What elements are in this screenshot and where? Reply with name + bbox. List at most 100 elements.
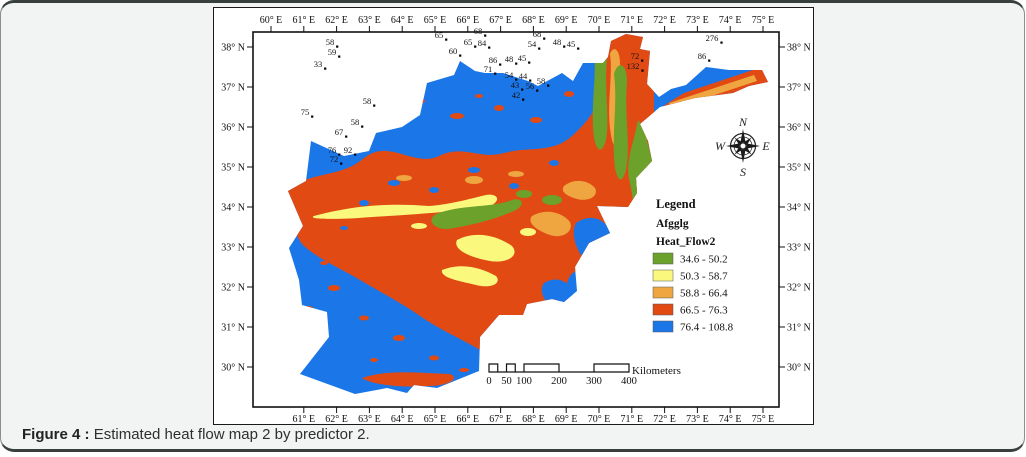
- compass-rose: N E S W: [715, 115, 770, 179]
- lon-label-top: 60° E: [260, 15, 283, 26]
- lon-label-top: 73° E: [686, 15, 709, 26]
- lat-label-left: 34° N: [221, 203, 245, 214]
- plot-frame: [252, 31, 780, 408]
- station-point: [577, 47, 580, 50]
- lon-label-top: 65° E: [424, 15, 447, 26]
- station-value-label: 58: [537, 76, 546, 86]
- lon-label-bottom: 62° E: [325, 414, 348, 424]
- lon-label-top: 75° E: [752, 15, 775, 26]
- lon-label-top: 64° E: [391, 15, 414, 26]
- station-value-label: 65: [464, 37, 473, 47]
- lon-label-top: 69° E: [555, 15, 578, 26]
- legend-swatch: [652, 320, 674, 333]
- station-value-label: 76: [328, 145, 337, 155]
- lon-label-top: 67° E: [489, 15, 512, 26]
- station-value-label: 92: [344, 145, 353, 155]
- station-value-label: 86: [489, 55, 498, 65]
- lat-label-left: 32° N: [221, 283, 245, 294]
- legend-range-label: 58.8 - 66.4: [680, 288, 728, 300]
- lat-label-right: 32° N: [787, 283, 811, 294]
- station-value-label: 132: [627, 61, 640, 71]
- station-value-label: 48: [505, 54, 514, 64]
- lon-label-bottom: 71° E: [620, 414, 643, 424]
- lat-label-right: 30° N: [787, 363, 811, 374]
- compass-star: [726, 129, 760, 163]
- station-value-label: 45: [518, 53, 527, 63]
- station-value-label: 45: [567, 39, 576, 49]
- station-point: [445, 38, 448, 41]
- station-value-label: 54: [505, 70, 514, 80]
- lon-label-bottom: 65° E: [424, 414, 447, 424]
- station-value-label: 58: [326, 37, 335, 47]
- scalebar-distance-label: 300: [586, 376, 602, 387]
- lat-label-left: 35° N: [221, 163, 245, 174]
- compass-west-label: W: [715, 139, 726, 153]
- lon-label-bottom: 68° E: [522, 414, 545, 424]
- station-point: [338, 153, 341, 156]
- compass-east-label: E: [761, 139, 770, 153]
- lon-label-top: 72° E: [653, 15, 676, 26]
- station-point: [563, 45, 566, 48]
- lon-label-bottom: 70° E: [588, 414, 611, 424]
- station-point: [338, 55, 341, 58]
- figure-caption: Figure 4 : Estimated heat flow map 2 by …: [22, 426, 370, 443]
- station-point: [488, 46, 491, 49]
- station-point: [494, 72, 497, 75]
- legend-range-label: 50.3 - 58.7: [680, 271, 728, 283]
- station-value-label: 42: [512, 90, 521, 100]
- station-value-label: 33: [314, 59, 323, 69]
- lat-label-right: 33° N: [787, 243, 811, 254]
- legend-swatch: [652, 269, 674, 282]
- legend-swatch: [652, 286, 674, 299]
- station-point: [547, 84, 550, 87]
- lon-label-bottom: 63° E: [358, 414, 381, 424]
- figure-caption-text: Estimated heat flow map 2 by predictor 2…: [93, 426, 370, 443]
- station-point: [340, 162, 343, 165]
- station-value-label: 56: [526, 81, 535, 91]
- lon-label-bottom: 69° E: [555, 414, 578, 424]
- station-value-label: 86: [698, 51, 707, 61]
- scalebar-distance-label: 400: [621, 376, 637, 387]
- station-point: [373, 104, 376, 107]
- station-value-label: 65: [435, 30, 444, 40]
- lat-label-right: 36° N: [787, 123, 811, 134]
- station-value-label: 68: [533, 29, 542, 39]
- lon-label-top: 74° E: [719, 15, 742, 26]
- lat-label-right: 38° N: [787, 43, 811, 54]
- station-value-label: 44: [519, 71, 528, 81]
- graticule-labels: 60° E 61° E 62° E 63° E 64° E 65° E 66° E 67° E…: [221, 15, 811, 425]
- lon-label-top: 70° E: [588, 15, 611, 26]
- legend: Legend Afgglg Heat_Flow2 34.6 - 50.2 50.3…: [652, 197, 734, 334]
- scalebar-unit-label: Kilometers: [632, 365, 681, 377]
- scalebar-distance-label: 0: [486, 376, 491, 387]
- station-point: [720, 41, 723, 44]
- lat-label-right: 37° N: [787, 83, 811, 94]
- station-value-label: 72: [330, 154, 339, 164]
- station-value-label: 54: [528, 39, 537, 49]
- lon-label-top: 63° E: [358, 15, 381, 26]
- lat-label-left: 37° N: [221, 83, 245, 94]
- lon-label-bottom: 73° E: [686, 414, 709, 424]
- heatflow-map-svg: 60° E 61° E 62° E 63° E 64° E 65° E 66° E 67° E…: [221, 15, 811, 425]
- figure-caption-label: Figure 4 :: [22, 426, 90, 443]
- legend-swatch: [652, 252, 674, 265]
- compass-north-label: N: [738, 115, 748, 129]
- lon-label-top: 68° E: [522, 15, 545, 26]
- lon-label-bottom: 64° E: [391, 414, 414, 424]
- station-point: [311, 115, 314, 118]
- lon-label-bottom: 74° E: [719, 414, 742, 424]
- lon-label-bottom: 66° E: [456, 414, 479, 424]
- legend-items: 34.6 - 50.2 50.3 - 58.7 58.8 - 66.4 66.5 - …: [652, 252, 734, 334]
- station-point: [499, 63, 502, 66]
- scalebar-distance-label: 50: [501, 376, 512, 387]
- legend-field-name: Heat_Flow2: [656, 236, 716, 248]
- lat-label-right: 31° N: [787, 323, 811, 334]
- station-point: [543, 37, 546, 40]
- legend-range-label: 66.5 - 76.3: [680, 305, 728, 317]
- map-figure: 60° E 61° E 62° E 63° E 64° E 65° E 66° E 67° E…: [213, 7, 814, 425]
- lon-label-top: 66° E: [456, 15, 479, 26]
- station-value-label: 75: [301, 107, 310, 117]
- lon-label-bottom: 67° E: [489, 414, 512, 424]
- lat-label-left: 33° N: [221, 243, 245, 254]
- scalebar-bar: [488, 363, 630, 373]
